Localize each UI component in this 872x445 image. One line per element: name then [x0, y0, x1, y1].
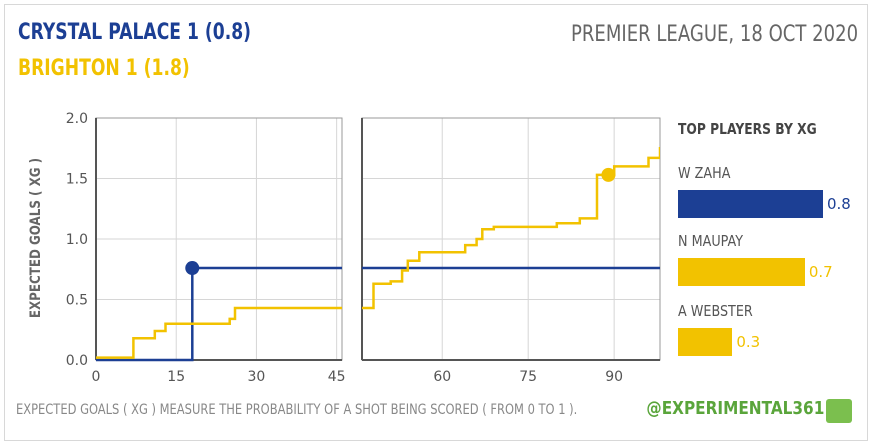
axis-layer — [95, 117, 661, 361]
player-name: A WEBSTER — [678, 302, 753, 320]
y-tick-label: 0.0 — [66, 353, 88, 369]
top-players-title: TOP PLAYERS BY XG — [678, 120, 817, 138]
home-team-score: CRYSTAL PALACE 1 (0.8) — [18, 20, 252, 45]
home-goal-marker — [185, 261, 200, 276]
away-team-score: BRIGHTON 1 (1.8) — [18, 56, 190, 81]
series-layer — [96, 147, 660, 362]
x-tick-label: 45 — [328, 369, 346, 385]
player-xg-bar — [678, 258, 805, 286]
away-goal-marker — [601, 167, 616, 182]
player-name: W ZAHA — [678, 164, 731, 182]
x-tick-label: 15 — [167, 369, 185, 385]
player-name: N MAUPAY — [678, 232, 744, 250]
label-layer: EXPECTED GOALS ( XG ) 0.0 0.5 1.0 1.5 2.0 0 15… — [28, 111, 623, 385]
y-axis-label: EXPECTED GOALS ( XG ) — [28, 158, 44, 318]
player-xg-value: 0.3 — [736, 333, 761, 351]
x-tick-label: 60 — [433, 369, 451, 385]
home-xg-line — [96, 266, 342, 362]
away-xg-line — [362, 147, 660, 310]
match-info: PREMIER LEAGUE, 18 OCT 2020 — [570, 22, 858, 47]
brand-handle: @EXPERIMENTAL361 — [646, 398, 824, 419]
x-tick-label: 90 — [605, 369, 623, 385]
player-xg-value: 0.7 — [808, 263, 833, 281]
brand-logo-icon — [826, 399, 852, 423]
y-tick-label: 2.0 — [66, 111, 88, 127]
y-tick-label: 1.5 — [66, 172, 88, 188]
graphic-frame — [4, 4, 868, 441]
y-tick-label: 0.5 — [66, 293, 88, 309]
player-xg-bar — [678, 328, 733, 356]
home-xg-line — [362, 266, 660, 270]
player-xg-bar — [678, 190, 823, 218]
player-xg-value: 0.8 — [827, 195, 851, 213]
x-tick-label: 30 — [248, 369, 266, 385]
xg-footnote: EXPECTED GOALS ( XG ) MEASURE THE PROBAB… — [16, 402, 578, 418]
x-tick-label: 0 — [92, 369, 101, 385]
x-tick-label: 75 — [519, 369, 537, 385]
y-tick-label: 1.0 — [66, 232, 88, 248]
away-xg-line — [96, 306, 342, 359]
